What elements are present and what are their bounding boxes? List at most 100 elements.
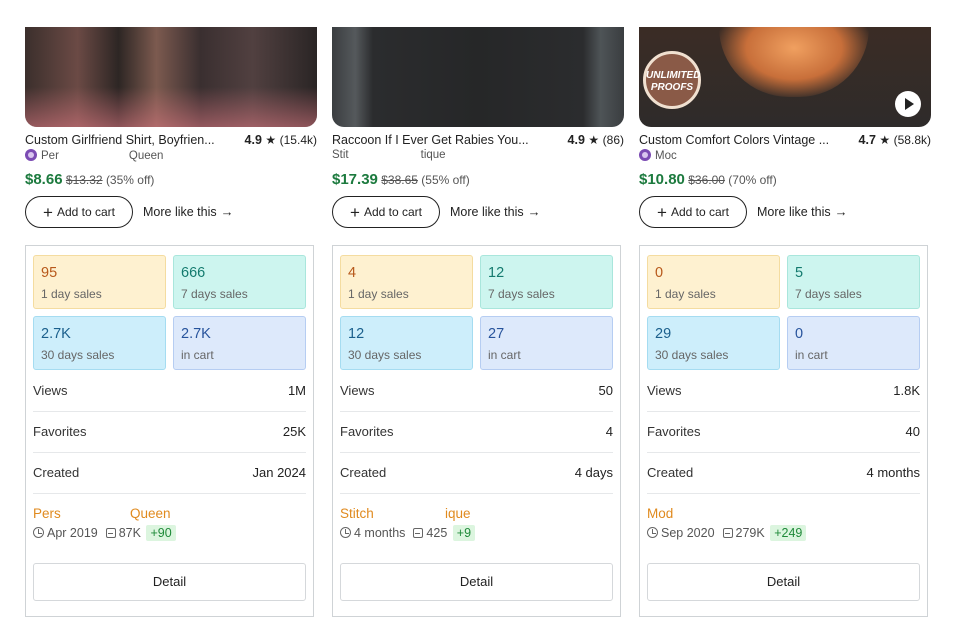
day-sales-tile: 0 1 day sales xyxy=(647,255,780,309)
review-count: (86) xyxy=(602,133,624,147)
shop-name-end[interactable]: tique xyxy=(420,149,446,161)
week-sales-label: 7 days sales xyxy=(795,287,862,301)
product-title[interactable]: Raccoon If I Ever Get Rabies You... xyxy=(332,133,529,147)
store-meta: 4 months 425 +9 xyxy=(340,525,476,545)
in-cart-label: in cart xyxy=(181,348,214,362)
store-name-start: Pers xyxy=(33,506,61,521)
product-image-2[interactable] xyxy=(332,27,624,127)
in-cart-value: 2.7K xyxy=(181,326,211,342)
image-badge: UNLIMITED PROOFS xyxy=(643,51,701,109)
shop-name-start[interactable]: Stit xyxy=(332,149,349,161)
discount: (70% off) xyxy=(728,173,777,187)
views-value: 1.8K xyxy=(893,383,920,398)
divider xyxy=(647,452,920,453)
month-sales-value: 12 xyxy=(348,326,365,342)
store-growth-badge: +249 xyxy=(770,525,807,541)
week-sales-tile: 666 7 days sales xyxy=(173,255,306,309)
store-sales: 87K xyxy=(118,526,141,540)
detail-button[interactable]: Detail xyxy=(33,563,306,601)
week-sales-label: 7 days sales xyxy=(488,287,555,301)
discount: (55% off) xyxy=(421,173,470,187)
store-name[interactable]: Mod xyxy=(647,506,920,524)
month-sales-label: 30 days sales xyxy=(348,348,422,362)
favorites-label: Favorites xyxy=(647,424,701,439)
views-row: Views 1M xyxy=(33,383,306,403)
in-cart-tile: 27 in cart xyxy=(480,316,613,370)
arrow-right-icon: → xyxy=(527,204,541,219)
rating: 4.9 ★ (15.4k) xyxy=(245,133,317,147)
day-sales-tile: 95 1 day sales xyxy=(33,255,166,309)
add-to-cart-label: Add to cart xyxy=(56,204,115,219)
plus-icon: + xyxy=(350,202,360,222)
shop-name-start[interactable]: Per xyxy=(41,150,59,162)
divider xyxy=(647,493,920,494)
shop-name-start[interactable]: Moc xyxy=(655,150,677,162)
created-row: Created Jan 2024 xyxy=(33,465,306,485)
original-price: $13.32 xyxy=(65,173,103,187)
shop-name-end[interactable]: Queen xyxy=(128,150,164,162)
day-sales-label: 1 day sales xyxy=(348,287,409,301)
in-cart-label: in cart xyxy=(795,348,828,362)
product-title[interactable]: Custom Girlfriend Shirt, Boyfrien... xyxy=(25,133,215,147)
product-title[interactable]: Custom Comfort Colors Vintage ... xyxy=(639,133,830,147)
title-row: Custom Comfort Colors Vintage ... 4.7 ★ … xyxy=(639,133,931,149)
more-like-this-label: More like this xyxy=(450,205,524,219)
created-row: Created 4 months xyxy=(647,465,920,485)
views-value: 50 xyxy=(598,383,613,398)
play-icon[interactable] xyxy=(895,91,921,117)
clock-icon xyxy=(33,527,44,538)
week-sales-label: 7 days sales xyxy=(181,287,248,301)
add-to-cart-button[interactable]: + Add to cart xyxy=(25,196,133,228)
plus-icon: + xyxy=(43,202,53,222)
shop-row: Per Queen xyxy=(25,149,163,164)
views-row: Views 1.8K xyxy=(647,383,920,403)
shopping-bag-icon xyxy=(105,528,116,538)
price-row: $8.66 $13.32 (35% off) xyxy=(25,171,154,188)
store-name-end: ique xyxy=(445,506,471,521)
more-like-this-label: More like this xyxy=(757,205,831,219)
favorites-value: 4 xyxy=(605,424,613,439)
shopping-bag-icon xyxy=(722,528,733,538)
divider xyxy=(647,411,920,412)
week-sales-value: 5 xyxy=(795,265,804,281)
rating: 4.7 ★ (58.8k) xyxy=(859,133,931,147)
store-growth-badge: +90 xyxy=(146,525,176,541)
more-like-this-link[interactable]: More like this → xyxy=(757,196,848,228)
month-sales-tile: 12 30 days sales xyxy=(340,316,473,370)
price: $8.66 xyxy=(25,171,63,188)
add-to-cart-button[interactable]: + Add to cart xyxy=(332,196,440,228)
add-to-cart-button[interactable]: + Add to cart xyxy=(639,196,747,228)
more-like-this-link[interactable]: More like this → xyxy=(450,196,541,228)
favorites-row: Favorites 25K xyxy=(33,424,306,444)
favorites-label: Favorites xyxy=(33,424,87,439)
product-image-1[interactable] xyxy=(25,27,317,127)
week-sales-tile: 5 7 days sales xyxy=(787,255,920,309)
day-sales-tile: 4 1 day sales xyxy=(340,255,473,309)
add-to-cart-label: Add to cart xyxy=(670,204,729,219)
in-cart-tile: 2.7K in cart xyxy=(173,316,306,370)
month-sales-tile: 29 30 days sales xyxy=(647,316,780,370)
store-name[interactable]: Pers Queen xyxy=(33,506,306,524)
day-sales-label: 1 day sales xyxy=(41,287,102,301)
detail-button[interactable]: Detail xyxy=(647,563,920,601)
plus-icon: + xyxy=(657,202,667,222)
store-since: Apr 2019 xyxy=(47,526,98,540)
product-image-3[interactable]: UNLIMITED PROOFS xyxy=(639,27,931,127)
original-price: $38.65 xyxy=(381,173,418,187)
more-like-this-link[interactable]: More like this → xyxy=(143,196,234,228)
rating-score: 4.9 xyxy=(244,133,262,147)
price: $10.80 xyxy=(639,171,685,188)
detail-button[interactable]: Detail xyxy=(340,563,613,601)
discount: (35% off) xyxy=(105,173,155,187)
day-sales-label: 1 day sales xyxy=(655,287,716,301)
shopping-bag-icon xyxy=(413,528,424,538)
divider xyxy=(33,411,306,412)
divider xyxy=(33,452,306,453)
divider xyxy=(340,493,613,494)
week-sales-value: 12 xyxy=(488,265,505,281)
stats-panel: 0 1 day sales 5 7 days sales 29 30 days … xyxy=(639,245,928,617)
month-sales-value: 2.7K xyxy=(41,326,71,342)
store-name[interactable]: Stitch ique xyxy=(340,506,613,524)
in-cart-label: in cart xyxy=(488,348,521,362)
week-sales-tile: 12 7 days sales xyxy=(480,255,613,309)
